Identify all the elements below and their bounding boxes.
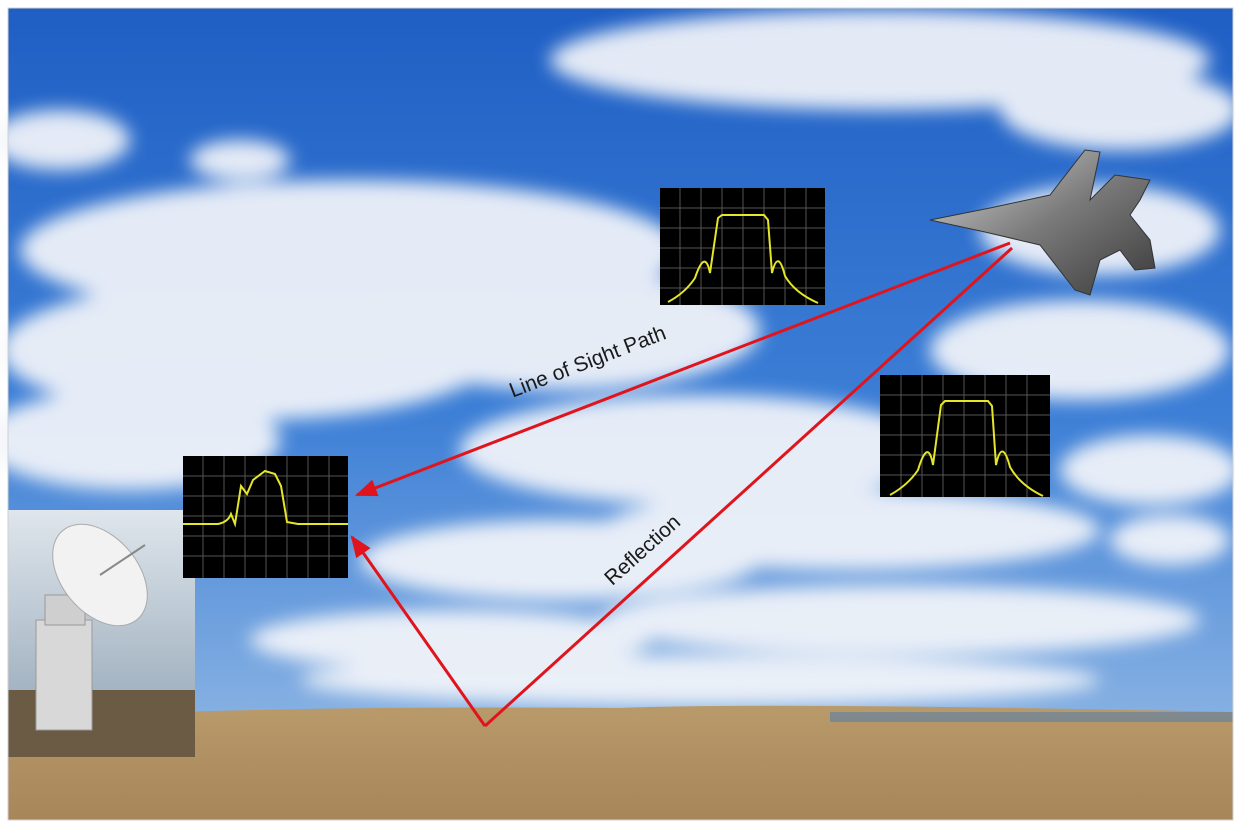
frame: [7, 7, 1234, 821]
spectrum-display: [880, 375, 1050, 497]
jet: [929, 149, 1156, 296]
reflection-path: [483, 246, 1014, 728]
arrows: [350, 241, 1014, 728]
line-of-sight-arrow: [354, 241, 1011, 497]
spectrum-display: [660, 188, 825, 305]
reflection-arrow: [350, 535, 487, 727]
spectrum-display: [183, 456, 348, 578]
antenna-photo: [8, 510, 195, 757]
